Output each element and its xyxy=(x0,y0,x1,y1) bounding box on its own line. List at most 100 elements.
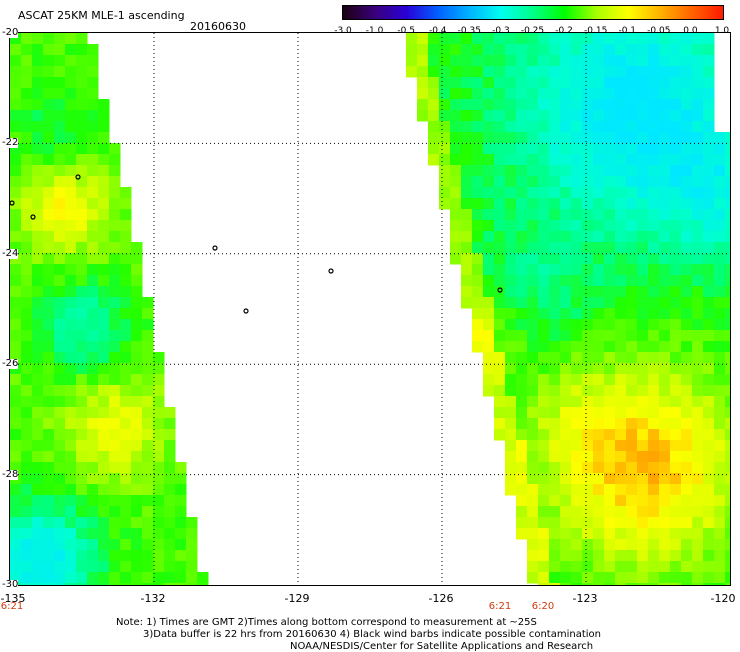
wind-cell xyxy=(439,110,451,122)
wind-cell xyxy=(120,275,132,287)
wind-cell xyxy=(98,253,110,265)
wind-cell xyxy=(472,220,484,232)
wind-cell xyxy=(571,396,583,408)
wind-cell xyxy=(120,396,132,408)
wind-cell xyxy=(131,242,143,254)
wind-cell xyxy=(516,363,528,375)
wind-cell xyxy=(21,418,33,430)
wind-cell xyxy=(32,506,44,518)
island-mark xyxy=(75,174,81,180)
wind-cell xyxy=(54,495,66,507)
wind-cell xyxy=(120,231,132,243)
wind-cell xyxy=(692,220,704,232)
wind-cell xyxy=(681,352,693,364)
color-scale-label: 1.0 xyxy=(714,26,730,36)
wind-cell xyxy=(714,550,726,562)
wind-cell xyxy=(439,77,451,89)
map-panel xyxy=(9,32,731,586)
wind-cell xyxy=(10,77,22,89)
wind-cell xyxy=(692,473,704,485)
wind-cell xyxy=(714,539,726,551)
wind-cell xyxy=(670,44,682,56)
wind-cell xyxy=(54,341,66,353)
wind-cell xyxy=(142,506,154,518)
wind-cell xyxy=(472,187,484,199)
wind-cell xyxy=(527,473,539,485)
wind-cell xyxy=(549,462,561,474)
wind-cell xyxy=(692,440,704,452)
wind-cell xyxy=(670,132,682,144)
wind-cell xyxy=(32,253,44,265)
wind-cell xyxy=(538,352,550,364)
wind-cell xyxy=(714,418,726,430)
wind-cell xyxy=(538,77,550,89)
wind-cell xyxy=(615,88,627,100)
wind-cell xyxy=(692,209,704,221)
wind-cell xyxy=(65,451,77,463)
wind-cell xyxy=(714,253,726,265)
island-mark xyxy=(243,308,249,314)
wind-cell xyxy=(560,429,572,441)
wind-cell xyxy=(120,517,132,529)
wind-cell xyxy=(725,561,730,573)
wind-cell xyxy=(681,517,693,529)
wind-cell xyxy=(582,209,594,221)
wind-cell xyxy=(109,440,121,452)
wind-cell xyxy=(659,484,671,496)
wind-cell xyxy=(659,176,671,188)
wind-cell xyxy=(527,44,539,56)
wind-cell xyxy=(703,330,715,342)
wind-cell xyxy=(10,418,22,430)
wind-cell xyxy=(714,495,726,507)
wind-cell xyxy=(538,154,550,166)
wind-cell xyxy=(54,440,66,452)
wind-cell xyxy=(582,484,594,496)
wind-cell xyxy=(32,77,44,89)
wind-cell xyxy=(714,242,726,254)
wind-cell xyxy=(54,297,66,309)
wind-cell xyxy=(54,66,66,78)
wind-cell xyxy=(725,528,730,540)
wind-cell xyxy=(549,418,561,430)
wind-cell xyxy=(549,429,561,441)
longitude-label: -135 xyxy=(0,592,26,605)
wind-cell xyxy=(417,110,429,122)
wind-cell xyxy=(582,33,594,45)
wind-cell xyxy=(626,242,638,254)
wind-cell xyxy=(54,352,66,364)
wind-cell xyxy=(505,341,517,353)
wind-cell xyxy=(54,561,66,573)
wind-cell xyxy=(560,110,572,122)
wind-cell xyxy=(659,198,671,210)
wind-cell xyxy=(98,407,110,419)
wind-cell xyxy=(109,264,121,276)
wind-cell xyxy=(131,396,143,408)
wind-cell xyxy=(120,407,132,419)
wind-cell xyxy=(153,495,165,507)
wind-cell xyxy=(593,187,605,199)
wind-cell xyxy=(527,440,539,452)
wind-cell xyxy=(406,66,418,78)
wind-cell xyxy=(692,99,704,111)
wind-cell xyxy=(714,132,726,144)
wind-cell xyxy=(76,110,88,122)
wind-cell xyxy=(164,473,176,485)
wind-cell xyxy=(494,264,506,276)
wind-cell xyxy=(681,473,693,485)
wind-cell xyxy=(131,407,143,419)
wind-cell xyxy=(472,176,484,188)
wind-cell xyxy=(593,550,605,562)
wind-cell xyxy=(549,385,561,397)
wind-cell xyxy=(32,121,44,133)
wind-cell xyxy=(648,44,660,56)
wind-cell xyxy=(98,440,110,452)
wind-cell xyxy=(450,55,462,67)
wind-cell xyxy=(131,264,143,276)
wind-cell xyxy=(593,33,605,45)
wind-cell xyxy=(560,154,572,166)
wind-cell xyxy=(43,110,55,122)
wind-cell xyxy=(571,429,583,441)
wind-cell xyxy=(626,418,638,430)
wind-cell xyxy=(109,220,121,232)
wind-cell xyxy=(670,539,682,551)
